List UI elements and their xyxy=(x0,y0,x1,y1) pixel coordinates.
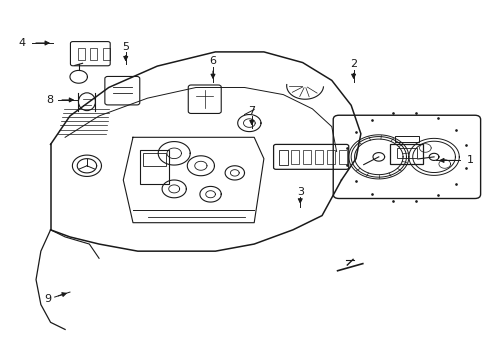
Text: 6: 6 xyxy=(209,56,216,66)
Text: 3: 3 xyxy=(296,188,303,197)
Bar xyxy=(90,48,97,60)
Bar xyxy=(338,150,346,164)
Bar xyxy=(78,48,84,60)
Bar xyxy=(394,136,418,142)
Text: 5: 5 xyxy=(122,41,129,51)
Bar xyxy=(396,148,416,158)
Bar xyxy=(302,150,311,164)
Text: 9: 9 xyxy=(44,294,52,304)
Bar xyxy=(290,150,299,164)
Bar xyxy=(140,150,169,184)
Text: 1: 1 xyxy=(466,156,472,166)
Bar xyxy=(142,153,165,166)
Bar xyxy=(389,144,423,164)
Bar xyxy=(314,150,323,164)
Text: 8: 8 xyxy=(46,95,53,105)
Text: 2: 2 xyxy=(349,59,356,69)
Bar xyxy=(326,150,335,164)
Bar xyxy=(278,150,287,165)
Text: 7: 7 xyxy=(248,105,255,116)
Bar xyxy=(102,48,109,60)
Text: 4: 4 xyxy=(19,38,26,48)
